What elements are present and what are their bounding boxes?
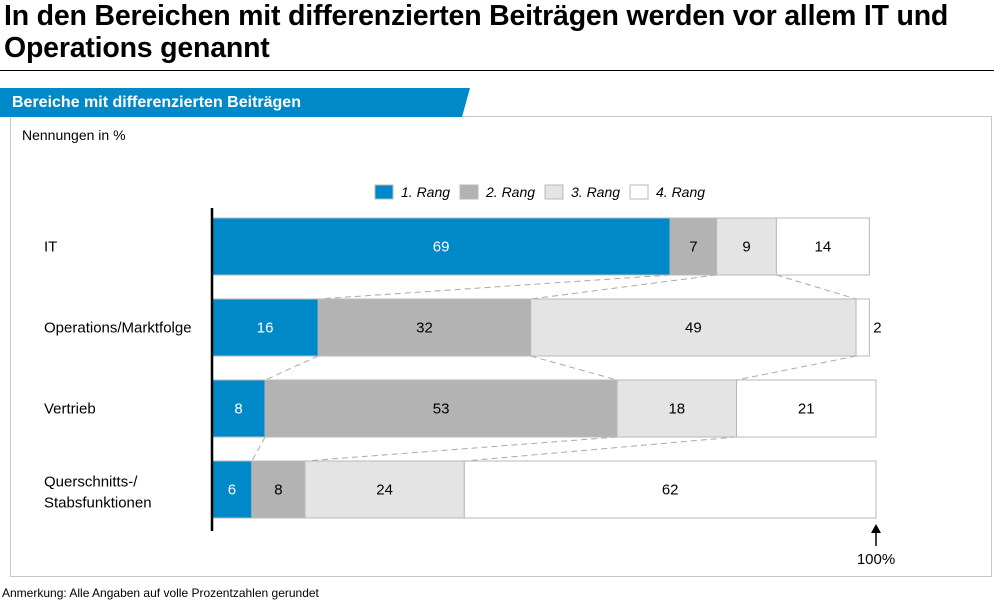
data-label: 53 <box>433 401 450 418</box>
bar-4-3 <box>304 460 465 519</box>
category-label: Querschnitts-/Stabsfunktionen <box>44 474 152 512</box>
unit-label: Nennungen in % <box>22 127 126 143</box>
panel-banner-label: Bereiche mit differenzierten Beiträgen <box>12 94 301 111</box>
connector-line <box>251 436 266 462</box>
bar-1-4 <box>775 217 870 276</box>
bar-2-3 <box>530 298 857 357</box>
data-label: 49 <box>685 320 702 337</box>
data-label: 32 <box>416 320 433 337</box>
marker-arrow-head <box>871 524 881 533</box>
connector-line <box>776 274 857 300</box>
footnote: Anmerkung: Alle Angaben auf volle Prozen… <box>2 586 319 600</box>
bar-2-2 <box>317 298 532 357</box>
chart-panel <box>10 116 992 577</box>
bar-3-4 <box>736 379 877 438</box>
connector-line <box>530 274 717 300</box>
bars: 69 7 9 14 16 32 49 2 8 53 18 21 6 8 24 62 <box>211 217 882 519</box>
title-rule <box>0 70 994 71</box>
bar-4-4 <box>463 460 877 519</box>
data-label: 2 <box>873 320 881 337</box>
category-label: IT <box>44 239 57 256</box>
legend-swatch-1 <box>374 184 394 200</box>
headline: In den Bereichen mit differenzierten Bei… <box>4 0 949 64</box>
category-label: Vertrieb <box>44 401 96 418</box>
bar-2-4 <box>855 298 870 357</box>
connector-line <box>464 436 737 462</box>
panel-banner <box>0 88 470 117</box>
data-label: 7 <box>689 239 697 256</box>
category-labels: IT Operations/Marktfolge Vertrieb Querschni… <box>44 239 192 512</box>
total-marker: 100% <box>857 524 895 568</box>
bar-4-1 <box>211 460 253 519</box>
data-label: 8 <box>234 401 242 418</box>
data-label: 18 <box>668 401 685 418</box>
connector-lines <box>251 274 857 462</box>
legend: 1. Rang 2. Rang 3. Rang 4. Rang <box>374 184 705 200</box>
connector-line <box>530 355 618 381</box>
data-label: 24 <box>376 482 393 499</box>
total-marker-label: 100% <box>857 551 895 568</box>
connector-line <box>318 274 671 300</box>
data-label: 6 <box>228 482 236 499</box>
bar-3-2 <box>264 379 618 438</box>
data-label: 21 <box>798 401 815 418</box>
legend-swatch-2 <box>459 184 479 200</box>
data-label: 62 <box>662 482 679 499</box>
connector-line <box>736 355 857 381</box>
data-label: 9 <box>742 239 750 256</box>
bar-4-2 <box>251 460 306 519</box>
legend-swatch-3 <box>544 184 564 200</box>
connector-line <box>264 355 319 381</box>
data-label: 69 <box>433 239 450 256</box>
connector-line <box>304 436 618 462</box>
legend-label-1: 1. Rang <box>401 184 450 200</box>
legend-label-3: 3. Rang <box>571 184 620 200</box>
legend-label-2: 2. Rang <box>485 184 535 200</box>
legend-swatch-4 <box>629 184 649 200</box>
bar-1-2 <box>669 217 718 276</box>
bar-3-3 <box>616 379 738 438</box>
legend-label-4: 4. Rang <box>656 184 705 200</box>
data-label: 8 <box>274 482 282 499</box>
category-label: Operations/Marktfolge <box>44 320 192 337</box>
data-label: 16 <box>257 320 274 337</box>
data-label: 14 <box>815 239 832 256</box>
